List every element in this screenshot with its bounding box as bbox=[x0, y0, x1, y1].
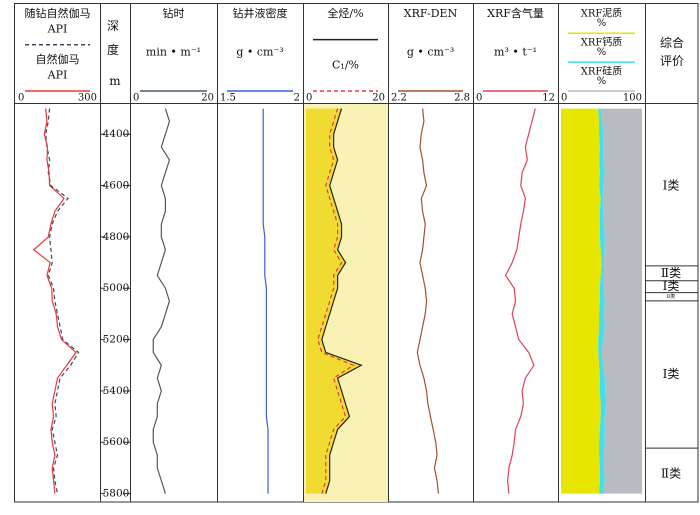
depth-unit: m bbox=[109, 74, 121, 88]
track-header-text: C₁/% bbox=[332, 58, 359, 71]
log-curve bbox=[317, 108, 355, 494]
log-curve bbox=[45, 108, 80, 494]
scale-min: 1.5 bbox=[220, 93, 236, 104]
track-header-text: g • cm⁻³ bbox=[407, 46, 454, 59]
scale-min: 0 bbox=[18, 93, 24, 104]
track-header-text: min • m⁻¹ bbox=[146, 46, 201, 59]
track-header-text: % bbox=[597, 76, 607, 87]
depth-tick-label: 4800 bbox=[103, 231, 130, 243]
depth-tick-label: 5400 bbox=[103, 385, 130, 397]
stacked-area bbox=[598, 108, 606, 494]
scale-max: 100 bbox=[623, 93, 642, 104]
scale-min: 0 bbox=[133, 93, 139, 104]
depth-tick-label: 5800 bbox=[103, 488, 130, 500]
scale-min: 0 bbox=[306, 93, 312, 104]
log-curve bbox=[32, 108, 77, 494]
scale-max: 20 bbox=[372, 93, 385, 104]
depth-tick-label: 4400 bbox=[103, 128, 130, 140]
scale-min: 2.2 bbox=[391, 93, 407, 104]
track-header-text: XRF钙质 bbox=[581, 35, 623, 48]
stacked-area bbox=[561, 108, 602, 494]
eval-label: Ⅱ类 bbox=[661, 266, 681, 280]
track-header-text: 钻时 bbox=[163, 6, 185, 20]
track-header-text: XRF含气量 bbox=[487, 6, 544, 20]
track-header-text: API bbox=[47, 22, 68, 35]
track-header-text: 全烃/% bbox=[327, 6, 363, 20]
log-curve bbox=[416, 108, 439, 494]
scale-min: 0 bbox=[476, 93, 482, 104]
scale-max: 300 bbox=[78, 93, 97, 104]
eval-title: 综合评价 bbox=[659, 36, 684, 68]
track-header-text: 钻井液密度 bbox=[233, 6, 288, 20]
track-header-text: m³ • t⁻¹ bbox=[494, 46, 537, 59]
eval-label: Ⅰ类 bbox=[663, 367, 680, 381]
eval-label: Ⅱ类 bbox=[661, 467, 681, 481]
scale-max: 12 bbox=[542, 93, 555, 104]
track-header-text: XRF-DEN bbox=[404, 7, 458, 20]
depth-tick-label: 5200 bbox=[103, 334, 130, 346]
depth-label: 深度 bbox=[106, 19, 119, 57]
scale-min: 0 bbox=[561, 93, 567, 104]
stacked-area bbox=[600, 108, 642, 494]
eval-label: Ⅰ类 bbox=[663, 279, 680, 293]
scale-max: 2 bbox=[294, 93, 300, 104]
eval-label: Ⅱ类 bbox=[667, 293, 675, 300]
scale-max: 20 bbox=[201, 93, 214, 104]
scale-max: 2.8 bbox=[454, 93, 470, 104]
track-header-text: API bbox=[47, 69, 68, 82]
depth-tick-label: 5600 bbox=[103, 436, 130, 448]
track-header-text: XRF硅质 bbox=[581, 64, 623, 77]
log-curve bbox=[152, 108, 171, 494]
depth-tick-label: 5000 bbox=[103, 282, 130, 294]
track-header-text: g • cm⁻³ bbox=[236, 46, 283, 59]
log-curve bbox=[504, 108, 536, 494]
track-header-text: % bbox=[597, 47, 607, 58]
track-header-text: 随钻自然伽马 bbox=[25, 6, 91, 20]
log-curve bbox=[262, 108, 269, 494]
track-header-text: 自然伽马 bbox=[36, 52, 80, 66]
eval-label: Ⅰ类 bbox=[663, 178, 680, 192]
track-header-text: % bbox=[597, 18, 607, 29]
depth-tick-label: 4600 bbox=[103, 180, 130, 192]
track-header-text: XRF泥质 bbox=[581, 7, 623, 20]
log-curve bbox=[321, 108, 363, 494]
